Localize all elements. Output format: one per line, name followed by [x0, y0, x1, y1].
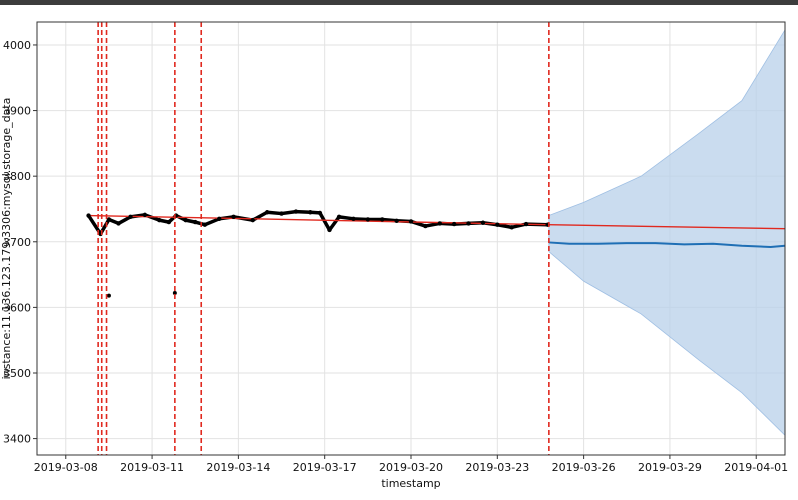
observed-points-layer [86, 209, 550, 298]
observed-point [365, 217, 371, 222]
x-axis-label: timestamp [381, 477, 440, 490]
y-tick-label: 3800 [3, 170, 31, 183]
grid-lines [37, 22, 785, 455]
y-axis-ticks: 3400 3500 3600 3700 3800 3900 4000 [3, 39, 37, 446]
observed-point [202, 222, 208, 227]
x-tick-label: 2019-03-08 [34, 461, 98, 474]
x-tick-label: 2019-03-23 [465, 461, 529, 474]
observed-point [128, 214, 133, 220]
observed-point [231, 214, 236, 220]
x-tick-label: 2019-03-17 [293, 461, 357, 474]
observed-point [116, 221, 121, 226]
observed-point [466, 221, 471, 226]
y-tick-label: 3500 [3, 367, 31, 380]
observed-point [509, 225, 514, 230]
observed-point [451, 221, 457, 227]
changepoint-layer [97, 22, 550, 455]
observed-point [250, 217, 255, 223]
observed-point [142, 212, 148, 218]
x-tick-label: 2019-03-14 [206, 461, 270, 474]
observed-point [279, 211, 284, 216]
outlier-point [106, 293, 111, 298]
y-axis-label: instance:11.136.123.179:3306:mysql.stora… [0, 98, 13, 380]
x-tick-label: 2019-03-26 [552, 461, 616, 474]
observed-point [408, 219, 414, 224]
x-axis-ticks: 2019-03-08 2019-03-11 2019-03-14 2019-03-17… [34, 455, 788, 474]
x-tick-label: 2019-04-01 [724, 461, 788, 474]
observed-point [480, 220, 486, 225]
y-tick-label: 3700 [3, 236, 31, 249]
observed-point [308, 210, 313, 215]
x-tick-label: 2019-03-11 [120, 461, 184, 474]
observed-point [394, 218, 399, 223]
x-tick-label: 2019-03-29 [638, 461, 702, 474]
x-tick-label: 2019-03-20 [379, 461, 443, 474]
observed-point [264, 210, 270, 215]
uncertainty-band [548, 28, 786, 437]
y-tick-label: 4000 [3, 39, 31, 52]
observed-point [106, 217, 112, 222]
observed-point [437, 221, 442, 226]
observed-point [317, 210, 323, 216]
observed-series [87, 209, 548, 236]
observed-point [166, 219, 172, 225]
observed-point [336, 214, 342, 220]
observed-point [183, 217, 188, 223]
observed-point [293, 209, 299, 214]
observed-point [217, 216, 222, 222]
uncertainty-band-layer [548, 28, 786, 437]
y-tick-label: 3900 [3, 105, 31, 118]
outlier-point [172, 290, 177, 295]
observed-point [423, 223, 428, 229]
observed-point [327, 227, 332, 233]
y-tick-label: 3600 [3, 301, 31, 314]
observed-point [495, 222, 500, 227]
observed-point [193, 219, 198, 225]
observed-point [523, 221, 529, 227]
observed-point [86, 213, 91, 218]
observed-point [380, 217, 385, 222]
observed-point [157, 217, 162, 223]
y-tick-label: 3400 [3, 433, 31, 446]
forecast-series [548, 241, 786, 249]
observed-point [351, 216, 356, 222]
window-top-bar [0, 0, 798, 5]
